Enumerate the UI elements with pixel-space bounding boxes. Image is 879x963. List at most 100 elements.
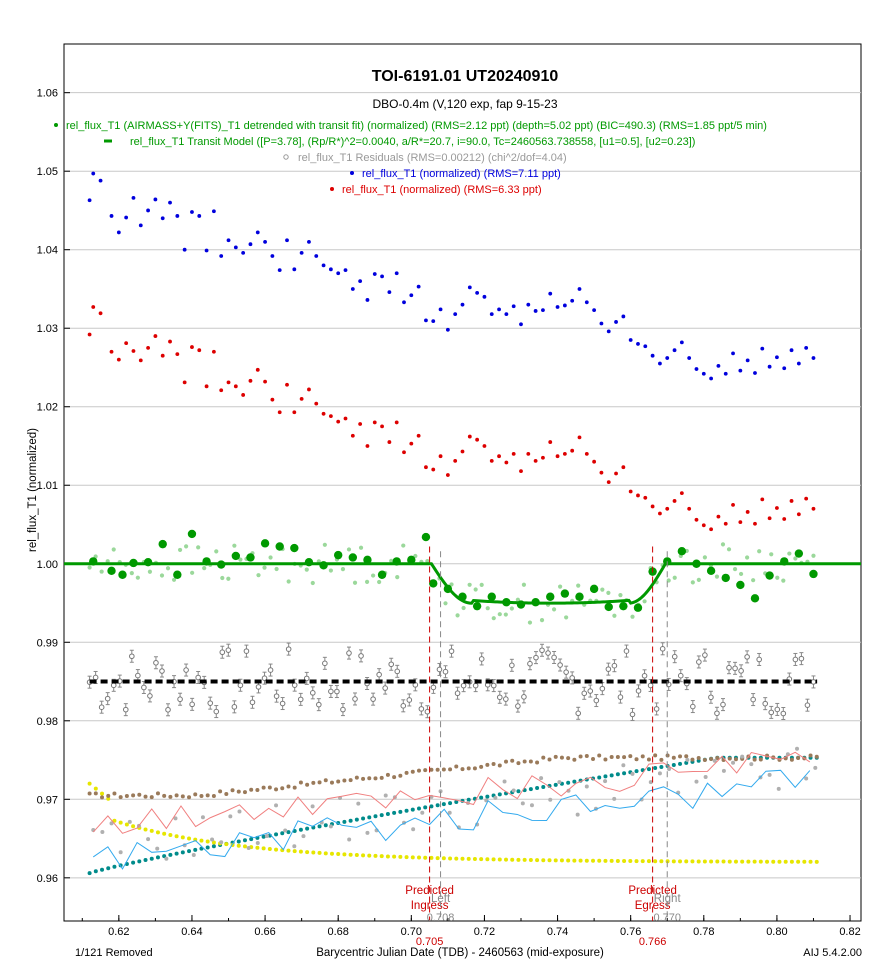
red-point (614, 471, 618, 476)
blue-point (255, 230, 260, 235)
yellow-point (771, 859, 776, 864)
green-point (633, 603, 643, 612)
chart-title: TOI-6191.01 UT20240910 (372, 68, 559, 85)
residual-point (605, 666, 612, 672)
teal-point (367, 815, 372, 820)
plot-frame (63, 43, 862, 922)
teal-point (274, 832, 279, 837)
detrended-point (781, 578, 786, 583)
brown-point (193, 792, 198, 797)
red-point (321, 411, 326, 416)
red-point (219, 388, 224, 393)
detrended-point (720, 542, 726, 547)
green-point (187, 529, 197, 539)
yellow-point (379, 854, 384, 859)
yellow-point (479, 857, 484, 862)
y-axis-label: rel_flux_T1 (normalized) (27, 428, 39, 552)
yellow-point (460, 856, 465, 861)
teal-point (435, 803, 440, 808)
chart-subtitle: DBO-0.4m (V,120 exp, fap 9-15-23 (373, 97, 558, 111)
residual-point (569, 675, 575, 681)
x-tick-label: 0.74 (547, 926, 568, 938)
red-point (694, 517, 699, 522)
legend-dot-swatch (330, 187, 334, 191)
teal-point (323, 823, 328, 828)
detrended-point (606, 590, 611, 596)
detrended-point (745, 555, 750, 560)
residual-point (653, 706, 660, 712)
ingress-value: 0.705 (416, 936, 444, 948)
red-point (285, 382, 289, 387)
gray-point (529, 803, 534, 808)
blue-point (424, 318, 428, 323)
detrended-point (389, 558, 394, 563)
blue-point (511, 304, 516, 309)
red-point (248, 378, 253, 383)
y-tick-label: 1.00 (37, 559, 58, 571)
red-point (91, 305, 96, 309)
residual-point (303, 675, 310, 682)
brown-point (671, 755, 676, 760)
residual-point (804, 702, 811, 708)
detrended-point (310, 580, 315, 586)
gray-point (639, 797, 644, 802)
green-point (118, 570, 127, 579)
blue-point (467, 285, 472, 290)
blue-point (621, 314, 626, 319)
brown-point (354, 775, 359, 780)
red-point (643, 495, 648, 500)
residual-point (322, 660, 328, 667)
residual-point (243, 648, 250, 654)
brown-point (435, 767, 440, 772)
detrended-point (377, 579, 382, 585)
detrended-point (147, 569, 153, 574)
brown-point (342, 778, 347, 783)
teal-point (646, 767, 651, 772)
gray-point (347, 837, 352, 842)
blue-point (643, 344, 648, 349)
brown-point (646, 757, 651, 762)
residual-point (141, 684, 147, 691)
residual-point (810, 679, 817, 685)
yellow-point (472, 857, 477, 862)
blue-point (402, 300, 406, 305)
brown-point (131, 793, 136, 798)
residual-point (328, 688, 334, 695)
teal-point (162, 854, 167, 859)
red-point (738, 520, 743, 525)
blue-point (190, 210, 194, 214)
detrended-point (256, 573, 261, 578)
red-point (277, 410, 282, 415)
blue-point (804, 345, 809, 350)
legend-entry: rel_flux_T1 Residuals (RMS=0.00212) (chi… (298, 152, 567, 164)
right-value: 0.770 (653, 912, 681, 924)
brown-point (441, 767, 446, 772)
detrended-point (775, 575, 780, 580)
red-point (628, 489, 633, 494)
yellow-point (286, 848, 291, 853)
residual-point (406, 697, 413, 703)
blue-point (519, 322, 523, 327)
residual-point (442, 668, 449, 675)
red-point (570, 448, 575, 453)
detrended-point (159, 573, 165, 578)
detrended-point (268, 555, 273, 560)
yellow-point (541, 858, 546, 863)
residual-point (714, 710, 720, 717)
red-point (292, 410, 297, 415)
teal-point (603, 774, 608, 779)
brown-point (690, 757, 695, 762)
yellow-point (535, 858, 540, 863)
detrended-point (401, 543, 406, 548)
gray-point (283, 828, 288, 833)
detrended-point (99, 569, 104, 574)
brown-point (236, 789, 241, 794)
gray-point (703, 774, 708, 779)
teal-point (298, 827, 303, 832)
yellow-point (93, 786, 98, 791)
green-point (275, 542, 284, 551)
brown-point (124, 793, 129, 798)
residual-point (454, 690, 461, 697)
legend-entry: rel_flux_T1 (normalized) (RMS=6.33 ppt) (342, 184, 542, 196)
yellow-point (149, 828, 154, 833)
